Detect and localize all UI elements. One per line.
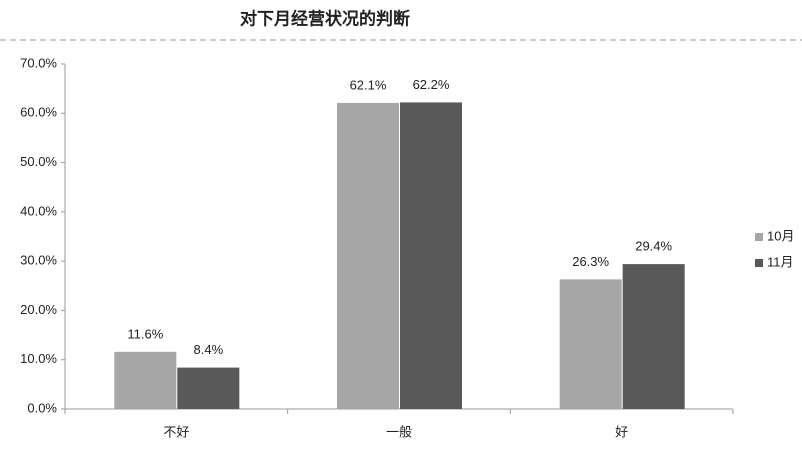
bar [559,279,622,409]
y-tick-label: 0.0% [27,400,57,415]
legend-label: 10月 [767,228,794,243]
y-tick-label: 70.0% [20,55,57,70]
y-tick-label: 40.0% [20,203,57,218]
y-tick-label: 10.0% [20,351,57,366]
value-label: 26.3% [572,254,609,269]
legend-swatch [755,259,763,267]
y-tick-label: 60.0% [20,105,57,120]
y-tick-label: 50.0% [20,154,57,169]
value-label: 29.4% [635,239,672,254]
x-tick-label: 不好 [163,424,189,439]
bar [622,264,685,409]
value-label: 62.2% [413,77,450,92]
x-tick-label: 好 [615,424,628,439]
value-label: 62.1% [350,77,387,92]
x-tick-label: 一般 [386,424,412,439]
y-tick-label: 20.0% [20,302,57,317]
bar [177,367,240,409]
legend-swatch [755,233,763,241]
bar [114,351,177,409]
bar [337,102,399,409]
y-tick-label: 30.0% [20,253,57,268]
legend-label: 11月 [767,254,794,269]
value-label: 11.6% [127,326,163,341]
bar [400,102,462,409]
chart-title: 对下月经营状况的判断 [240,8,410,28]
value-label: 8.4% [194,342,224,357]
